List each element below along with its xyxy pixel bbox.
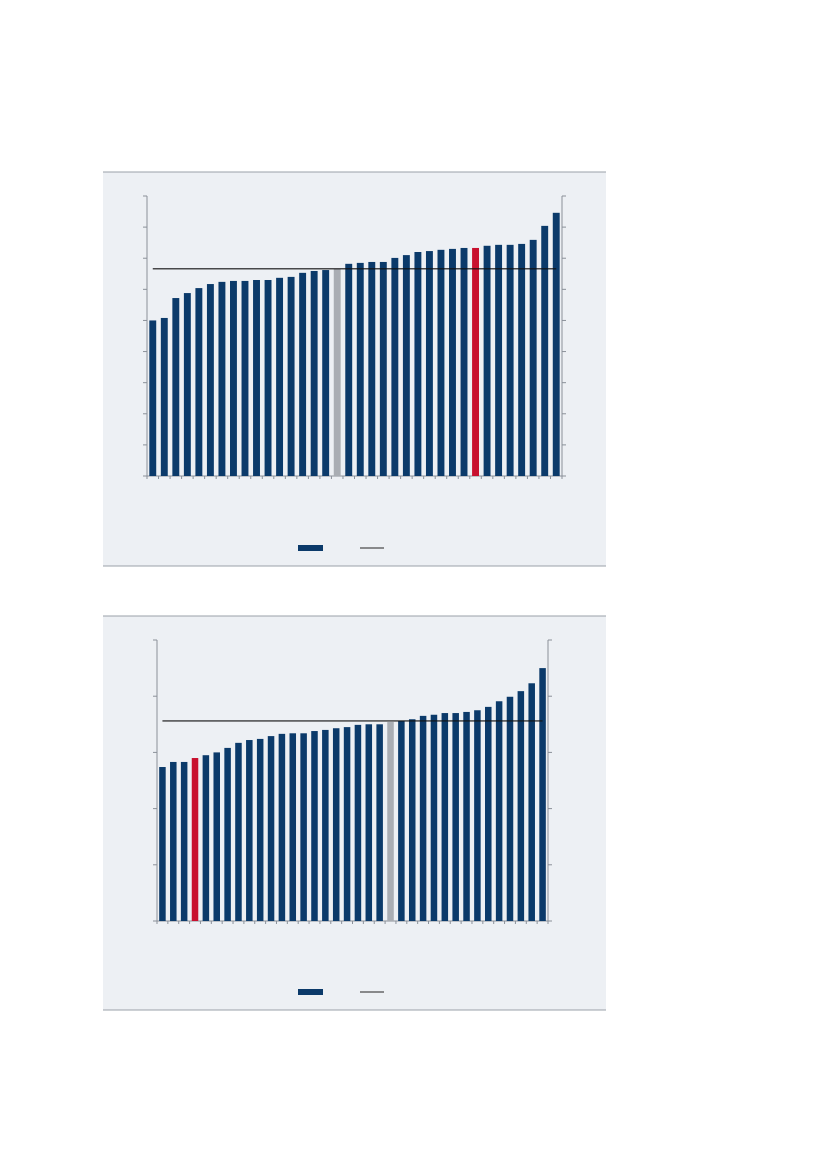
bar [391, 257, 399, 476]
bar [230, 280, 237, 476]
bar [368, 261, 376, 476]
bar [241, 280, 249, 476]
bar [202, 755, 210, 921]
bar [267, 736, 275, 921]
bar [419, 715, 427, 921]
bar [483, 245, 491, 476]
bar [376, 724, 383, 921]
bar [235, 742, 242, 921]
bar [398, 720, 405, 921]
bar [256, 738, 264, 921]
bar [310, 270, 318, 476]
bar [437, 249, 445, 476]
bar [160, 317, 168, 476]
bar [539, 668, 546, 921]
bar [213, 752, 220, 921]
bar [518, 243, 526, 476]
bar [206, 284, 214, 476]
bar [430, 714, 438, 921]
bar [402, 255, 410, 476]
bar [322, 729, 329, 921]
bar [299, 272, 307, 476]
bar [506, 696, 514, 921]
bar [159, 767, 166, 921]
bar [287, 276, 295, 476]
bar [528, 683, 535, 921]
bar [541, 225, 549, 476]
bar [485, 706, 492, 921]
bar [379, 261, 387, 476]
bar [170, 761, 177, 921]
bar [224, 747, 231, 921]
bar [191, 758, 199, 921]
bar [218, 281, 226, 476]
bar [332, 728, 340, 921]
bar [253, 280, 260, 476]
bar [414, 252, 422, 476]
bar [149, 320, 157, 476]
bar [311, 731, 318, 921]
bar [441, 713, 449, 921]
bar [495, 701, 503, 921]
bar [354, 724, 362, 921]
bar [183, 293, 191, 476]
bar [180, 761, 188, 921]
bar [425, 251, 433, 476]
bar [195, 288, 203, 476]
bar [356, 262, 364, 476]
bar [387, 722, 394, 921]
bar [452, 713, 459, 921]
bar [472, 247, 479, 476]
bar [495, 244, 503, 476]
bar [365, 724, 373, 921]
bar [343, 727, 351, 921]
bar [264, 280, 272, 476]
bar [463, 711, 470, 921]
bar [506, 244, 514, 476]
bar [460, 247, 468, 476]
bar [300, 733, 307, 921]
bar [517, 691, 525, 921]
bar [408, 719, 416, 921]
bar [529, 239, 537, 476]
bar [552, 212, 560, 477]
legend-swatch [298, 545, 323, 551]
bar [172, 298, 180, 476]
bar [345, 263, 353, 476]
bar [474, 710, 481, 921]
bar [246, 740, 253, 921]
legend-swatch [298, 989, 323, 995]
bar [333, 268, 341, 476]
bar [449, 248, 456, 476]
bar [276, 277, 284, 476]
bar [278, 733, 286, 921]
bar [322, 270, 330, 476]
bar [289, 733, 297, 921]
